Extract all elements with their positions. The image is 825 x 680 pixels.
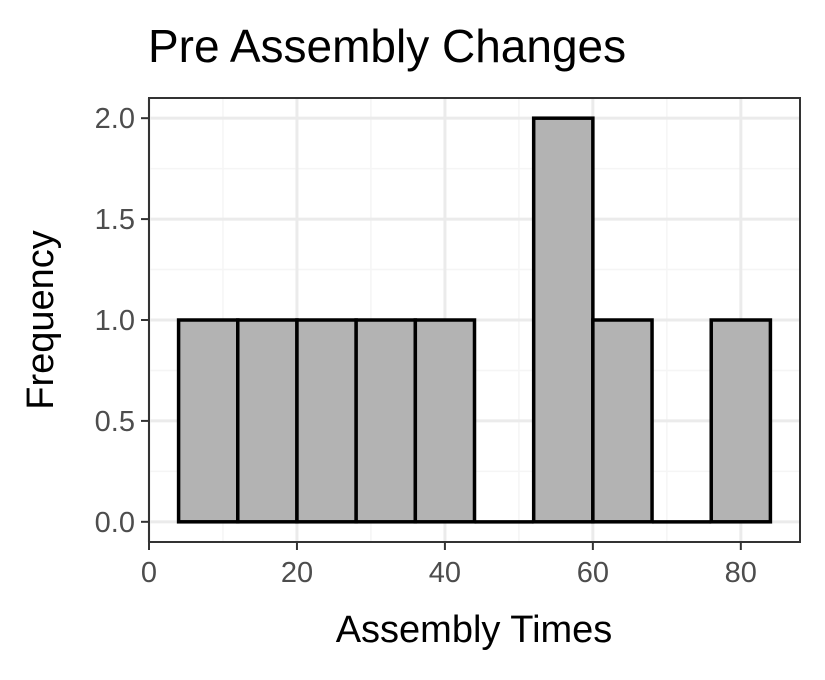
x-tick-label: 80	[725, 557, 757, 589]
y-axis-title: Frequency	[20, 230, 62, 410]
y-tick-label: 1.5	[95, 204, 135, 236]
histogram-bar	[354, 318, 418, 524]
histogram-bar	[236, 318, 299, 524]
chart-title: Pre Assembly Changes	[148, 20, 626, 72]
x-tick-label: 40	[429, 557, 461, 589]
y-tick-label: 1.0	[95, 305, 135, 337]
x-tick-label: 20	[281, 557, 313, 589]
plot-panel: 0 20 40 60 80 0.0 0.5 1.0 1.5 2.0	[95, 97, 801, 589]
histogram-bar	[176, 318, 240, 524]
histogram-bar	[413, 318, 477, 524]
y-tick-label: 0.5	[95, 406, 135, 438]
y-tick-label: 0.0	[95, 507, 135, 539]
histogram-bar	[591, 318, 654, 524]
x-tick-label: 0	[141, 557, 157, 589]
y-tick-label: 2.0	[95, 103, 135, 135]
histogram-bar	[531, 116, 595, 524]
x-tick-label: 60	[577, 557, 609, 589]
histogram-bar	[709, 318, 773, 524]
histogram-bar	[295, 318, 358, 524]
x-axis-title: Assembly Times	[336, 609, 613, 651]
